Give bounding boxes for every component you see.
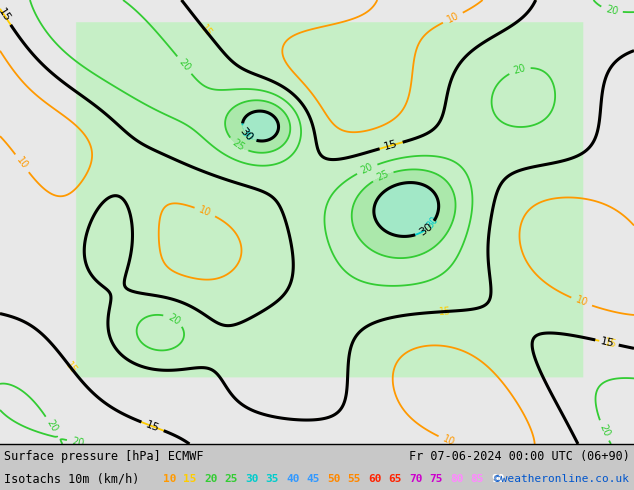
Text: 30: 30 — [245, 474, 259, 484]
Text: 25: 25 — [375, 169, 391, 183]
Text: 50: 50 — [327, 474, 340, 484]
Text: Isotachs 10m (km/h): Isotachs 10m (km/h) — [4, 472, 139, 486]
Text: 20: 20 — [176, 57, 192, 73]
Text: 20: 20 — [359, 162, 375, 176]
Text: Surface pressure [hPa] ECMWF: Surface pressure [hPa] ECMWF — [4, 450, 204, 464]
Text: 15: 15 — [0, 6, 12, 24]
Text: 25: 25 — [224, 474, 238, 484]
Text: 10: 10 — [197, 205, 212, 219]
Text: 75: 75 — [429, 474, 443, 484]
Text: 15: 15 — [183, 474, 197, 484]
Text: ©weatheronline.co.uk: ©weatheronline.co.uk — [494, 474, 629, 484]
Text: 10: 10 — [574, 295, 589, 309]
Text: 70: 70 — [409, 474, 422, 484]
Text: 15: 15 — [599, 336, 615, 349]
Text: 10: 10 — [15, 155, 30, 171]
Text: 60: 60 — [368, 474, 382, 484]
Text: 25: 25 — [230, 138, 247, 153]
Text: 90: 90 — [491, 474, 505, 484]
Text: 20: 20 — [44, 418, 59, 434]
Text: 20: 20 — [204, 474, 217, 484]
Text: 30: 30 — [239, 127, 255, 143]
Text: 20: 20 — [71, 436, 85, 448]
Text: 30: 30 — [425, 215, 441, 231]
Text: 10: 10 — [441, 434, 456, 448]
Text: 15: 15 — [383, 139, 399, 152]
Text: 10: 10 — [445, 10, 460, 25]
Text: 45: 45 — [306, 474, 320, 484]
Text: 55: 55 — [347, 474, 361, 484]
Text: 15: 15 — [439, 306, 451, 317]
Text: 10: 10 — [163, 474, 176, 484]
Text: Fr 07-06-2024 00:00 UTC (06+90): Fr 07-06-2024 00:00 UTC (06+90) — [409, 450, 630, 464]
Text: 30: 30 — [238, 126, 255, 143]
Text: 15: 15 — [63, 360, 79, 376]
Text: 15: 15 — [198, 23, 214, 39]
Text: 15: 15 — [144, 419, 161, 434]
Text: 80: 80 — [450, 474, 463, 484]
Text: 20: 20 — [605, 4, 619, 17]
Text: 15: 15 — [603, 337, 618, 349]
Text: 20: 20 — [597, 423, 611, 438]
Text: 65: 65 — [389, 474, 402, 484]
Text: 35: 35 — [266, 474, 279, 484]
Text: 30: 30 — [417, 221, 434, 238]
Text: 85: 85 — [470, 474, 484, 484]
Text: 40: 40 — [286, 474, 299, 484]
Text: 20: 20 — [512, 63, 527, 76]
Text: 20: 20 — [166, 312, 181, 327]
